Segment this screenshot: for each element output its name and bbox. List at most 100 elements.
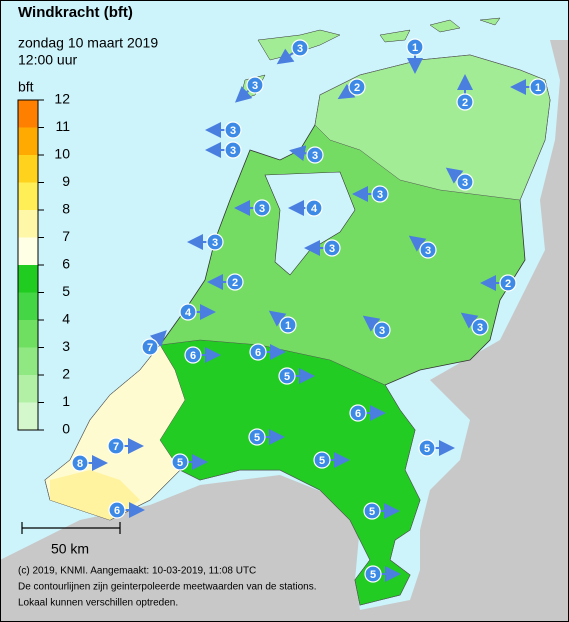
legend-band bbox=[18, 155, 38, 183]
wind-arrow bbox=[408, 235, 427, 252]
station-marker bbox=[246, 76, 264, 94]
wind-arrow bbox=[149, 330, 167, 348]
legend-tick-label: 6 bbox=[62, 256, 70, 272]
station-marker bbox=[141, 338, 159, 356]
station-value: 3 bbox=[379, 325, 385, 337]
station-marker bbox=[371, 185, 389, 203]
scale-label: 50 km bbox=[51, 541, 89, 557]
stations: 3 1 2 1 3 2 3 3 3 3 3 3 4 3 3 3 2 2 4 1 3 3 7 6 6 5 6 5 5 7 8 5 5 5 6 5 bbox=[71, 38, 547, 583]
station-value: 2 bbox=[462, 97, 468, 109]
legend-band bbox=[18, 100, 38, 128]
station-value: 6 bbox=[114, 505, 120, 517]
station-marker bbox=[279, 316, 297, 334]
station-value: 3 bbox=[259, 203, 265, 215]
station-marker bbox=[373, 321, 391, 339]
wind-arrow bbox=[289, 145, 309, 162]
station-value: 5 bbox=[177, 457, 183, 469]
station-value: 7 bbox=[147, 342, 153, 354]
station-value: 3 bbox=[477, 322, 483, 334]
station-marker bbox=[529, 78, 547, 96]
station-marker bbox=[278, 367, 296, 385]
legend-band bbox=[18, 210, 38, 238]
station-marker bbox=[224, 141, 242, 159]
station-value: 5 bbox=[319, 455, 325, 467]
station-marker bbox=[305, 199, 323, 217]
station-value: 3 bbox=[230, 145, 236, 157]
station-value: 7 bbox=[113, 441, 119, 453]
station-marker bbox=[456, 93, 474, 111]
time: 12:00 uur bbox=[18, 52, 77, 68]
station-marker bbox=[418, 439, 436, 457]
station-marker bbox=[313, 451, 331, 469]
legend-band bbox=[18, 265, 38, 293]
station-value: 3 bbox=[377, 189, 383, 201]
station-marker bbox=[323, 239, 341, 257]
legend-band bbox=[18, 182, 38, 210]
legend-band bbox=[18, 127, 38, 155]
station-marker bbox=[291, 39, 309, 57]
legend-tick-label: 12 bbox=[54, 91, 70, 107]
station-value: 3 bbox=[297, 43, 303, 55]
station-value: 5 bbox=[284, 371, 290, 383]
station-value: 2 bbox=[354, 82, 360, 94]
station-marker bbox=[348, 78, 366, 96]
station-value: 2 bbox=[232, 277, 238, 289]
station-value: 1 bbox=[535, 82, 541, 94]
station-marker bbox=[499, 274, 517, 292]
legend-tick-label: 3 bbox=[62, 338, 70, 354]
station-value: 5 bbox=[424, 443, 430, 455]
legend-band bbox=[18, 375, 38, 403]
station-value: 1 bbox=[412, 42, 418, 54]
station-marker bbox=[248, 428, 266, 446]
station-value: 3 bbox=[230, 125, 236, 137]
station-value: 1 bbox=[285, 320, 291, 332]
station-marker bbox=[349, 404, 367, 422]
station-marker bbox=[419, 241, 437, 259]
station-marker bbox=[179, 303, 197, 321]
wind-arrow bbox=[460, 312, 479, 329]
legend-tick-label: 4 bbox=[62, 311, 70, 327]
station-value: 3 bbox=[462, 177, 468, 189]
station-marker bbox=[224, 121, 242, 139]
station-marker bbox=[107, 437, 125, 455]
station-marker bbox=[108, 501, 126, 519]
station-value: 8 bbox=[77, 458, 83, 470]
station-marker bbox=[226, 273, 244, 291]
wind-arrow bbox=[276, 48, 295, 65]
station-value: 4 bbox=[311, 203, 318, 215]
legend-label: bft bbox=[18, 79, 34, 95]
station-marker bbox=[363, 502, 381, 520]
date: zondag 10 maart 2019 bbox=[18, 35, 158, 51]
wind-arrow bbox=[268, 310, 287, 327]
zone-north bbox=[314, 54, 551, 201]
station-marker bbox=[253, 199, 271, 217]
wind-arrow bbox=[337, 83, 356, 100]
footer-line: (c) 2019, KNMI. Aangemaakt: 10-03-2019, … bbox=[18, 566, 256, 577]
footer-line: Lokaal kunnen verschillen optreden. bbox=[18, 598, 178, 609]
footer-line: De contourlijnen zijn geinterpoleerde me… bbox=[18, 582, 317, 593]
legend-band bbox=[18, 347, 38, 375]
station-marker bbox=[71, 454, 89, 472]
station-value: 3 bbox=[312, 150, 318, 162]
wind-arrow bbox=[235, 86, 253, 103]
station-marker bbox=[171, 453, 189, 471]
station-value: 3 bbox=[252, 80, 258, 92]
station-marker bbox=[249, 343, 267, 361]
legend-band bbox=[18, 292, 38, 320]
legend-tick-label: 2 bbox=[62, 366, 70, 382]
legend-tick-label: 9 bbox=[62, 173, 70, 189]
station-marker bbox=[471, 318, 489, 336]
station-marker bbox=[184, 346, 202, 364]
islands bbox=[239, 17, 501, 101]
station-value: 6 bbox=[255, 347, 261, 359]
legend-band bbox=[18, 320, 38, 348]
station-marker bbox=[456, 173, 474, 191]
station-marker bbox=[206, 233, 224, 251]
legend-tick-label: 1 bbox=[62, 393, 70, 409]
wind-arrow bbox=[445, 167, 464, 184]
station-value: 3 bbox=[212, 237, 218, 249]
wind-arrow bbox=[362, 315, 381, 332]
